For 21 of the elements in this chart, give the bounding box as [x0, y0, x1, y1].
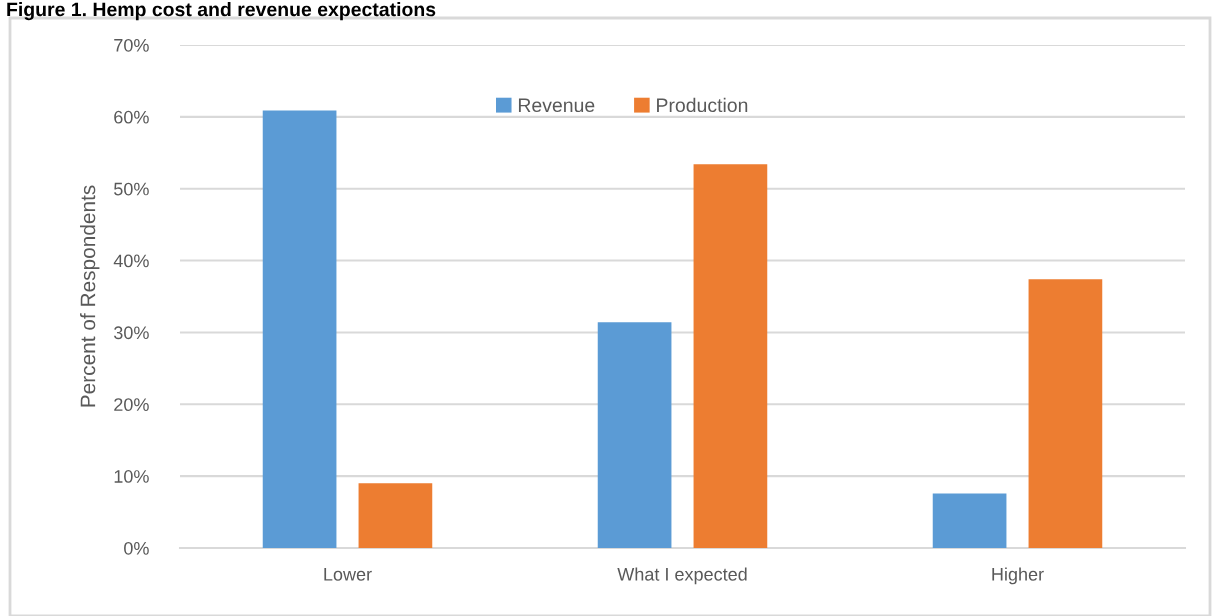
bar: [1028, 279, 1103, 548]
y-tick-label: 50%: [114, 182, 149, 196]
bar: [597, 322, 672, 548]
y-tick-label: 30%: [114, 326, 149, 340]
bar: [358, 483, 433, 548]
x-tick-label: Higher: [992, 567, 1044, 585]
chart-title: Figure 1. Hemp cost and revenue expectations: [7, 2, 436, 21]
y-tick-label: 70%: [114, 38, 149, 52]
y-tick-label: 60%: [114, 110, 149, 124]
x-tick-label: Lower: [324, 568, 372, 581]
bar: [932, 493, 1007, 548]
bar: [262, 110, 337, 548]
y-tick-label: 40%: [113, 254, 149, 268]
y-tick-label: 10%: [114, 470, 149, 483]
y-tick-label: 0%: [124, 541, 149, 555]
bar: [693, 164, 768, 548]
y-tick-label: 20%: [114, 398, 149, 412]
x-tick-label: What I expected: [617, 567, 747, 585]
y-axis-title: Percent of Respondents: [80, 185, 100, 407]
legend-label: Revenue: [518, 98, 595, 113]
legend-label: Production: [657, 97, 748, 113]
